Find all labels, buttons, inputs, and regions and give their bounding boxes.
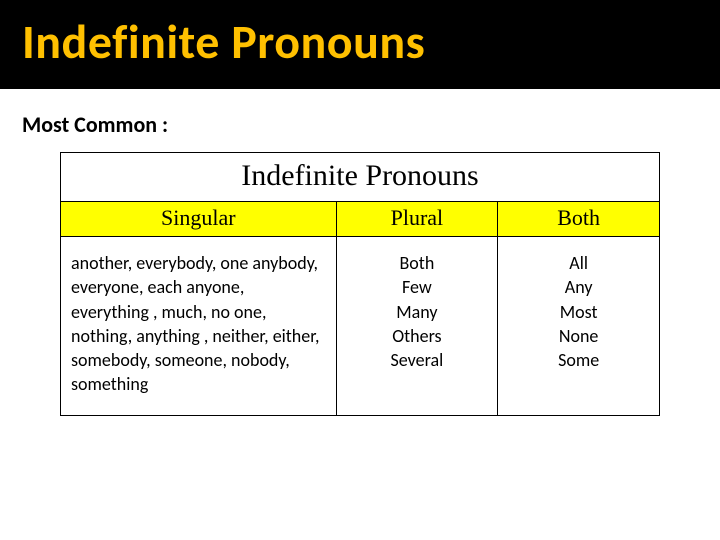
table-caption: Indefinite Pronouns bbox=[61, 153, 660, 202]
slide-title: Indefinite Pronouns bbox=[22, 12, 720, 71]
pronouns-table-wrap: Indefinite Pronouns Singular Plural Both… bbox=[60, 152, 660, 416]
both-item: Any bbox=[508, 275, 649, 299]
plural-item: Few bbox=[347, 275, 488, 299]
cell-singular: another, everybody, one anybody, everyon… bbox=[61, 237, 337, 416]
table-body-row: another, everybody, one anybody, everyon… bbox=[61, 237, 660, 416]
pronouns-table: Indefinite Pronouns Singular Plural Both… bbox=[60, 152, 660, 416]
plural-item: Many bbox=[347, 300, 488, 324]
cell-plural: Both Few Many Others Several bbox=[336, 237, 498, 416]
cell-both: All Any Most None Some bbox=[498, 237, 660, 416]
both-item: Most bbox=[508, 300, 649, 324]
both-item: None bbox=[508, 324, 649, 348]
plural-item: Others bbox=[347, 324, 488, 348]
table-caption-row: Indefinite Pronouns bbox=[61, 153, 660, 202]
both-item: All bbox=[508, 251, 649, 275]
col-header-singular: Singular bbox=[61, 202, 337, 237]
both-item: Some bbox=[508, 348, 649, 372]
subtitle: Most Common : bbox=[22, 111, 720, 138]
col-header-plural: Plural bbox=[336, 202, 498, 237]
plural-item: Several bbox=[347, 348, 488, 372]
col-header-both: Both bbox=[498, 202, 660, 237]
title-band: Indefinite Pronouns bbox=[0, 0, 720, 89]
plural-item: Both bbox=[347, 251, 488, 275]
table-header-row: Singular Plural Both bbox=[61, 202, 660, 237]
